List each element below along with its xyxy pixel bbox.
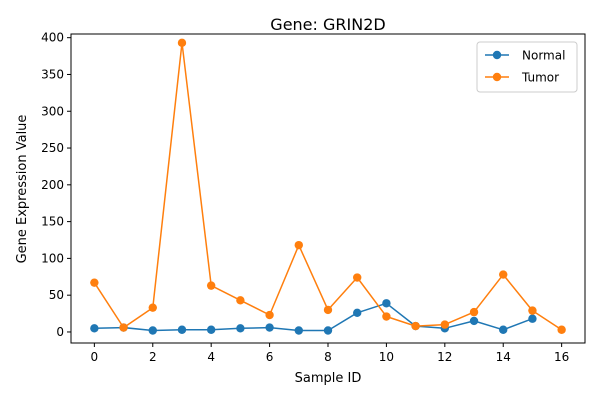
- data-point: [411, 321, 420, 331]
- data-point: [148, 326, 157, 335]
- data-point: [528, 306, 537, 315]
- data-point: [499, 325, 508, 334]
- x-tick-label: 0: [91, 350, 99, 364]
- data-point: [353, 273, 362, 282]
- data-point: [557, 325, 566, 334]
- legend-label: Tumor: [521, 71, 559, 85]
- data-point: [469, 316, 479, 326]
- series-line: [94, 302, 533, 332]
- y-tick-label: 150: [41, 215, 64, 229]
- y-tick-label: 250: [41, 141, 64, 155]
- data-point: [236, 324, 245, 333]
- legend-label: Normal: [522, 49, 565, 63]
- legend-marker: [492, 50, 502, 60]
- data-point: [90, 324, 99, 333]
- y-tick-label: 0: [56, 325, 64, 339]
- data-point: [90, 278, 99, 287]
- data-point: [528, 314, 537, 323]
- y-tick-label: 100: [41, 251, 64, 265]
- x-tick-label: 6: [266, 350, 274, 364]
- series-tumor: [90, 38, 566, 334]
- x-tick-label: 12: [437, 350, 452, 364]
- data-point: [382, 312, 391, 321]
- y-tick-label: 200: [41, 178, 64, 192]
- chart-title: Gene: GRIN2D: [270, 15, 385, 34]
- legend: Normal Tumor: [476, 41, 578, 93]
- data-point: [206, 281, 216, 290]
- data-point: [294, 240, 303, 250]
- y-tick-label: 350: [41, 67, 64, 81]
- y-tick-label: 400: [41, 31, 64, 45]
- data-point: [119, 323, 128, 332]
- x-tick-label: 16: [554, 350, 569, 364]
- data-point: [469, 307, 479, 317]
- data-point: [206, 325, 216, 334]
- data-point: [148, 303, 157, 312]
- x-tick-label: 14: [496, 350, 511, 364]
- x-tick-label: 10: [379, 350, 394, 364]
- data-point: [353, 308, 362, 318]
- y-tick-label: 50: [49, 288, 64, 302]
- data-point: [177, 325, 187, 334]
- y-axis-label: Gene Expression Value: [15, 115, 30, 264]
- data-point: [236, 296, 245, 305]
- data-point: [499, 270, 508, 279]
- data-point: [265, 323, 274, 332]
- x-axis-label: Sample ID: [295, 371, 362, 386]
- plot-frame: [70, 33, 586, 344]
- data-point: [440, 320, 450, 329]
- data-point: [382, 299, 391, 308]
- axes: 0 2 4 6 8 10 12 14 16 0 50 100 150 200 250 300 350 400: [41, 31, 569, 364]
- data-point: [323, 305, 333, 315]
- y-tick-label: 300: [41, 104, 64, 118]
- x-tick-label: 4: [207, 350, 215, 364]
- data-point: [323, 326, 333, 335]
- series-layer: [90, 38, 566, 335]
- data-point: [265, 310, 274, 320]
- legend-marker: [492, 72, 502, 82]
- x-tick-label: 2: [149, 350, 157, 364]
- data-point: [177, 38, 187, 48]
- data-point: [294, 326, 303, 335]
- x-tick-label: 8: [324, 350, 332, 364]
